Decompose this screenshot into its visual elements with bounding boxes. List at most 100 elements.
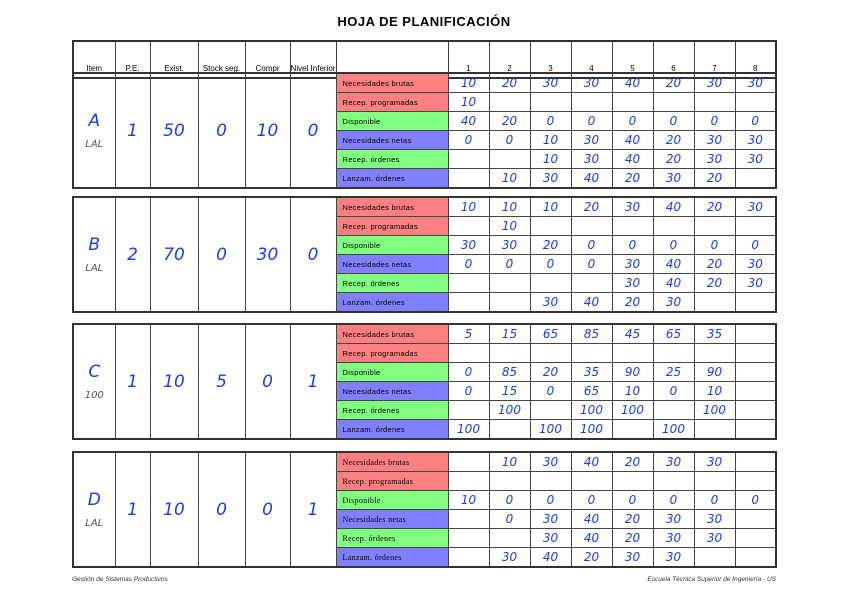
- period-value: 40: [570, 528, 613, 548]
- period-value: 20: [611, 528, 654, 548]
- nivel-value: 1: [289, 323, 337, 440]
- pe-value: 1: [114, 323, 151, 440]
- period-value: 30: [488, 547, 531, 568]
- period-value: 30: [652, 547, 695, 568]
- period-value: 100: [570, 419, 613, 440]
- row-label: Disponible: [335, 490, 449, 510]
- period-value: 100: [570, 400, 613, 420]
- period-value: 30: [611, 254, 654, 274]
- period-value: 85: [488, 362, 531, 382]
- period-value: 30: [734, 72, 777, 93]
- compr-value: 10: [244, 72, 291, 189]
- period-value: 0: [652, 490, 695, 510]
- period-value: 40: [529, 547, 572, 568]
- row-label: Lanzam. órdenes: [335, 419, 449, 440]
- period-value: [611, 343, 654, 363]
- period-value: 90: [611, 362, 654, 382]
- period-value: 10: [611, 381, 654, 401]
- row-label: Necesidades brutas: [335, 323, 449, 344]
- period-value: 100: [652, 419, 695, 440]
- table-row: Disponible 0 85 20 35 90 25 90: [73, 362, 777, 382]
- period-value: 65: [570, 381, 613, 401]
- exist-value: 10: [149, 323, 199, 440]
- period-value: [488, 343, 531, 363]
- period-value: 10: [447, 72, 490, 93]
- nivel-value: 0: [289, 72, 337, 189]
- period-value: [447, 168, 490, 189]
- period-value: [488, 528, 531, 548]
- period-value: 20: [652, 130, 695, 150]
- period-value: 30: [570, 130, 613, 150]
- period-value: 100: [447, 419, 490, 440]
- item-block-c: C 100 1 10 5 0 1 Necesidades brutas 5 15 65 85 45 65 3…: [72, 323, 777, 440]
- period-value: 10: [488, 168, 531, 189]
- period-value: 0: [693, 111, 736, 131]
- period-value: [611, 216, 654, 236]
- period-value: 20: [570, 547, 613, 568]
- period-value: 10: [488, 451, 531, 472]
- row-label: Necesidades netas: [335, 509, 449, 529]
- period-value: 30: [611, 547, 654, 568]
- table-row: Lanzam. órdenes 30 40 20 30 30: [73, 547, 777, 568]
- item-cell: D LAL: [72, 451, 116, 568]
- table-row: B LAL 2 70 0 30 0 Necesidades brutas 10 10 10 20 30 4…: [72, 196, 777, 313]
- period-value: 25: [652, 362, 695, 382]
- period-value: [693, 92, 736, 112]
- period-value: [447, 451, 490, 472]
- stock-value: 0: [197, 72, 246, 189]
- period-value: [570, 216, 613, 236]
- period-value: [734, 528, 777, 548]
- period-value: 30: [734, 196, 777, 217]
- period-value: 65: [529, 323, 572, 344]
- period-value: 20: [488, 72, 531, 93]
- period-value: 0: [570, 111, 613, 131]
- period-value: 20: [488, 111, 531, 131]
- period-value: 30: [693, 509, 736, 529]
- row-label: Recep. órdenes: [335, 528, 449, 548]
- period-value: [529, 471, 572, 491]
- period-value: [611, 92, 654, 112]
- period-value: [734, 362, 777, 382]
- period-value: 15: [488, 381, 531, 401]
- period-value: 100: [488, 400, 531, 420]
- footer-left: Gestión de Sistemas Productivos: [72, 576, 168, 583]
- period-value: 0: [570, 254, 613, 274]
- period-value: 65: [652, 323, 695, 344]
- period-value: [570, 92, 613, 112]
- period-value: 45: [611, 323, 654, 344]
- period-value: 40: [611, 72, 654, 93]
- lot-policy: LAL: [85, 263, 104, 274]
- period-value: [693, 471, 736, 491]
- period-value: [447, 471, 490, 491]
- row-label: Necesidades netas: [335, 254, 449, 274]
- period-value: 20: [611, 509, 654, 529]
- period-value: [529, 273, 572, 293]
- table-row: Disponible 40 20 0 0 0 0 0 0: [73, 111, 777, 131]
- period-value: [652, 216, 695, 236]
- row-label: Lanzam. órdenes: [335, 292, 449, 313]
- nivel-value: 1: [289, 451, 337, 568]
- period-value: 0: [529, 111, 572, 131]
- period-value: 0: [488, 254, 531, 274]
- period-value: 40: [611, 130, 654, 150]
- period-value: 30: [529, 72, 572, 93]
- period-value: 30: [693, 528, 736, 548]
- period-value: 0: [652, 111, 695, 131]
- period-value: 30: [529, 528, 572, 548]
- period-value: 0: [734, 490, 777, 510]
- period-value: 40: [652, 273, 695, 293]
- period-value: 30: [693, 451, 736, 472]
- period-value: 30: [529, 292, 572, 313]
- period-value: 20: [693, 196, 736, 217]
- compr-value: 0: [244, 451, 291, 568]
- period-value: 100: [693, 400, 736, 420]
- table-row: Recep. órdenes 10 30 40 20 30 30: [73, 149, 777, 169]
- lot-policy: 100: [84, 390, 104, 401]
- row-label: Recep. programadas: [335, 471, 449, 491]
- period-value: 20: [652, 149, 695, 169]
- period-value: [611, 471, 654, 491]
- exist-value: 50: [149, 72, 199, 189]
- period-value: [447, 547, 490, 568]
- period-value: [488, 419, 531, 440]
- period-value: 10: [488, 216, 531, 236]
